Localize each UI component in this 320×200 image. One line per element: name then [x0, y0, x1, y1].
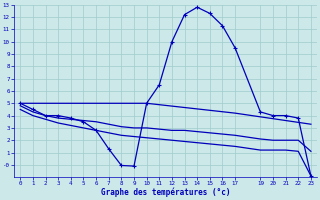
- X-axis label: Graphe des températures (°c): Graphe des températures (°c): [101, 188, 230, 197]
